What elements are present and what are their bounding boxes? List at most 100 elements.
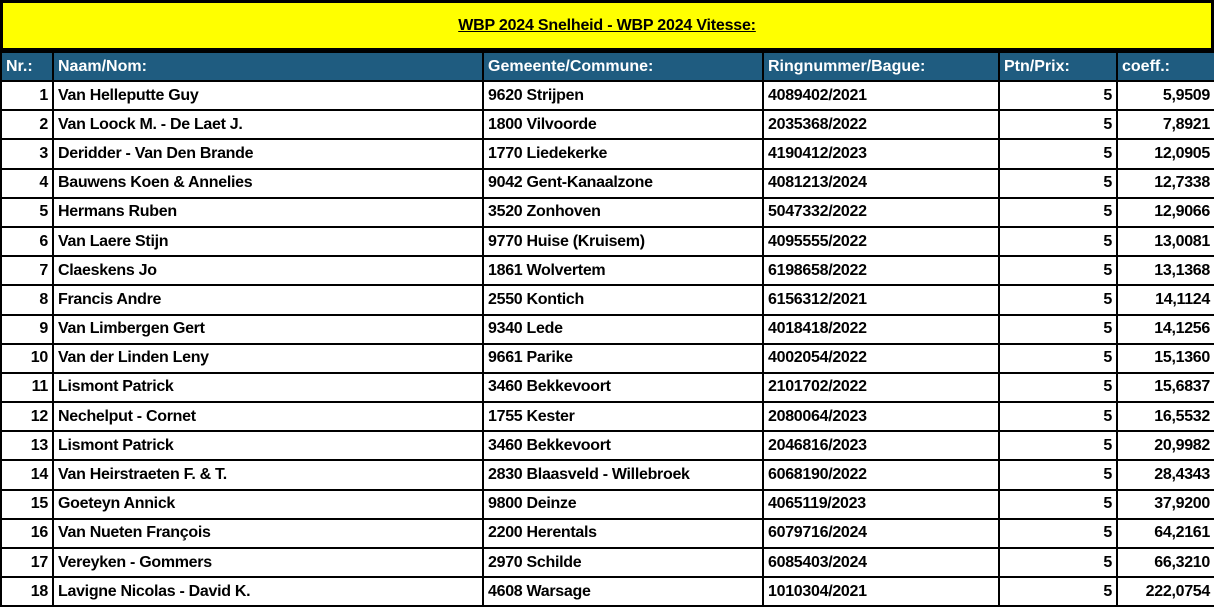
- cell-coeff: 15,1360: [1116, 342, 1214, 374]
- cell-name: Hermans Ruben: [52, 196, 484, 228]
- cell-prize: 5: [998, 401, 1118, 433]
- cell-commune: 3520 Zonhoven: [482, 196, 764, 228]
- cell-prize: 5: [998, 167, 1118, 199]
- cell-name: Lismont Patrick: [52, 430, 484, 462]
- col-header-nr: Nr.:: [0, 51, 54, 82]
- table-row: 5 Hermans Ruben 3520 Zonhoven 5047332/2022 5…: [0, 196, 1214, 228]
- cell-name: Van Limbergen Gert: [52, 313, 484, 345]
- cell-nr: 2: [0, 109, 54, 141]
- table-row: 1 Van Helleputte Guy 9620 Strijpen 4089402/…: [0, 79, 1214, 112]
- cell-prize: 5: [998, 342, 1118, 374]
- table-row: 2 Van Loock M. - De Laet J. 1800 Vilvoorde…: [0, 109, 1214, 141]
- cell-ring: 6079716/2024: [762, 517, 1000, 550]
- cell-prize: 5: [998, 576, 1118, 607]
- cell-name: Deridder - Van Den Brande: [52, 138, 484, 170]
- cell-ring: 2101702/2022: [762, 371, 1000, 404]
- title-band: WBP 2024 Snelheid - WBP 2024 Vitesse:: [0, 0, 1214, 51]
- cell-commune: 1770 Liedekerke: [482, 138, 764, 170]
- cell-nr: 15: [0, 488, 54, 520]
- cell-commune: 9042 Gent-Kanaalzone: [482, 167, 764, 199]
- cell-name: Goeteyn Annick: [52, 488, 484, 520]
- cell-ring: 2035368/2022: [762, 109, 1000, 141]
- table-row: 11 Lismont Patrick 3460 Bekkevoort 2101702/…: [0, 371, 1214, 404]
- cell-nr: 17: [0, 546, 54, 579]
- cell-nr: 1: [0, 79, 54, 112]
- cell-name: Van Loock M. - De Laet J.: [52, 109, 484, 141]
- col-header-name: Naam/Nom:: [52, 51, 484, 82]
- cell-prize: 5: [998, 79, 1118, 112]
- cell-name: Bauwens Koen & Annelies: [52, 167, 484, 199]
- cell-name: Lismont Patrick: [52, 371, 484, 404]
- cell-prize: 5: [998, 546, 1118, 579]
- cell-commune: 1755 Kester: [482, 401, 764, 433]
- cell-prize: 5: [998, 517, 1118, 550]
- col-header-coeff: coeff.:: [1116, 51, 1214, 82]
- table-row: 15 Goeteyn Annick 9800 Deinze 4065119/2023 5…: [0, 488, 1214, 520]
- cell-ring: 2080064/2023: [762, 401, 1000, 433]
- cell-ring: 4081213/2024: [762, 167, 1000, 199]
- cell-prize: 5: [998, 284, 1118, 316]
- cell-coeff: 14,1256: [1116, 313, 1214, 345]
- cell-ring: 5047332/2022: [762, 196, 1000, 228]
- table-row: 14 Van Heirstraeten F. & T. 2830 Blaasveld…: [0, 459, 1214, 491]
- col-header-ring: Ringnummer/Bague:: [762, 51, 1000, 82]
- cell-nr: 18: [0, 576, 54, 607]
- cell-prize: 5: [998, 255, 1118, 287]
- cell-ring: 4018418/2022: [762, 313, 1000, 345]
- cell-commune: 9620 Strijpen: [482, 79, 764, 112]
- cell-coeff: 15,6837: [1116, 371, 1214, 404]
- results-title: WBP 2024 Snelheid - WBP 2024 Vitesse:: [458, 16, 756, 34]
- cell-prize: 5: [998, 138, 1118, 170]
- cell-ring: 2046816/2023: [762, 430, 1000, 462]
- cell-coeff: 28,4343: [1116, 459, 1214, 491]
- cell-coeff: 13,1368: [1116, 255, 1214, 287]
- cell-commune: 2830 Blaasveld - Willebroek: [482, 459, 764, 491]
- cell-commune: 1800 Vilvoorde: [482, 109, 764, 141]
- cell-commune: 3460 Bekkevoort: [482, 371, 764, 404]
- cell-ring: 4095555/2022: [762, 225, 1000, 258]
- cell-coeff: 222,0754: [1116, 576, 1214, 607]
- table-row: 4 Bauwens Koen & Annelies 9042 Gent-Kanaal…: [0, 167, 1214, 199]
- cell-coeff: 16,5532: [1116, 401, 1214, 433]
- table-row: 17 Vereyken - Gommers 2970 Schilde 6085403/…: [0, 546, 1214, 579]
- col-header-prize: Ptn/Prix:: [998, 51, 1118, 82]
- cell-nr: 3: [0, 138, 54, 170]
- cell-name: Vereyken - Gommers: [52, 546, 484, 579]
- cell-nr: 6: [0, 225, 54, 258]
- table-row: 18 Lavigne Nicolas - David K. 4608 Warsage…: [0, 576, 1214, 607]
- cell-nr: 4: [0, 167, 54, 199]
- cell-prize: 5: [998, 371, 1118, 404]
- cell-commune: 2970 Schilde: [482, 546, 764, 579]
- cell-commune: 2550 Kontich: [482, 284, 764, 316]
- cell-prize: 5: [998, 313, 1118, 345]
- header-row: Nr.: Naam/Nom: Gemeente/Commune: Ringnum…: [0, 51, 1214, 82]
- cell-commune: 1861 Wolvertem: [482, 255, 764, 287]
- table-row: 7 Claeskens Jo 1861 Wolvertem 6198658/2022 5…: [0, 255, 1214, 287]
- cell-ring: 4089402/2021: [762, 79, 1000, 112]
- cell-commune: 3460 Bekkevoort: [482, 430, 764, 462]
- cell-prize: 5: [998, 459, 1118, 491]
- cell-ring: 1010304/2021: [762, 576, 1000, 607]
- cell-ring: 4065119/2023: [762, 488, 1000, 520]
- cell-coeff: 66,3210: [1116, 546, 1214, 579]
- cell-coeff: 14,1124: [1116, 284, 1214, 316]
- cell-coeff: 20,9982: [1116, 430, 1214, 462]
- cell-coeff: 12,0905: [1116, 138, 1214, 170]
- cell-name: Claeskens Jo: [52, 255, 484, 287]
- cell-ring: 6156312/2021: [762, 284, 1000, 316]
- cell-prize: 5: [998, 196, 1118, 228]
- cell-coeff: 12,9066: [1116, 196, 1214, 228]
- cell-commune: 4608 Warsage: [482, 576, 764, 607]
- cell-coeff: 13,0081: [1116, 225, 1214, 258]
- cell-nr: 5: [0, 196, 54, 228]
- table-row: 8 Francis Andre 2550 Kontich 6156312/2021 5 1…: [0, 284, 1214, 316]
- cell-commune: 9770 Huise (Kruisem): [482, 225, 764, 258]
- results-table: Nr.: Naam/Nom: Gemeente/Commune: Ringnum…: [0, 51, 1214, 607]
- table-row: 9 Van Limbergen Gert 9340 Lede 4018418/2022…: [0, 313, 1214, 345]
- cell-nr: 10: [0, 342, 54, 374]
- table-row: 6 Van Laere Stijn 9770 Huise (Kruisem) 4095…: [0, 225, 1214, 258]
- cell-nr: 8: [0, 284, 54, 316]
- table-row: 12 Nechelput - Cornet 1755 Kester 2080064/2…: [0, 401, 1214, 433]
- table-row: 16 Van Nueten François 2200 Herentals 60797…: [0, 517, 1214, 550]
- cell-name: Van Heirstraeten F. & T.: [52, 459, 484, 491]
